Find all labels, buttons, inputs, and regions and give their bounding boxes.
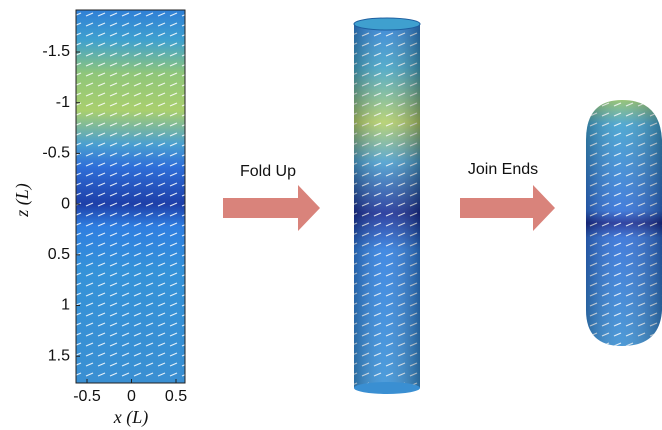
step-label: Fold Up xyxy=(240,163,296,180)
y-tick-label: 0 xyxy=(61,195,70,212)
y-tick-label: 1.5 xyxy=(48,347,70,364)
field-panel xyxy=(76,10,185,383)
cylinder-top xyxy=(354,18,420,30)
y-tick-label: 0.5 xyxy=(48,246,70,263)
x-tick-label: 0.5 xyxy=(165,388,187,405)
cylinder xyxy=(354,18,420,394)
y-tick-label: -1 xyxy=(56,94,70,111)
torus-shade xyxy=(586,100,662,346)
y-tick-label: 1 xyxy=(61,297,70,314)
torus xyxy=(586,100,662,346)
x-tick-label: 0 xyxy=(127,388,136,405)
arrow xyxy=(460,185,555,231)
arrow xyxy=(223,185,320,231)
figure: -1.5 -1 -0.5 0 0.5 1 1.5 -0.5 0 0.5 x (L) z (L) F… xyxy=(0,0,662,430)
step-label: Join Ends xyxy=(468,161,538,178)
cylinder-bottom xyxy=(354,382,420,394)
cylinder-shade xyxy=(354,24,420,388)
y-axis-label: z (L) xyxy=(12,183,33,218)
field-arrows xyxy=(76,10,185,383)
x-tick-label: -0.5 xyxy=(73,388,101,405)
y-tick-label: -1.5 xyxy=(42,43,70,60)
y-tick-label: -0.5 xyxy=(42,145,70,162)
x-axis-label: x (L) xyxy=(113,407,149,428)
